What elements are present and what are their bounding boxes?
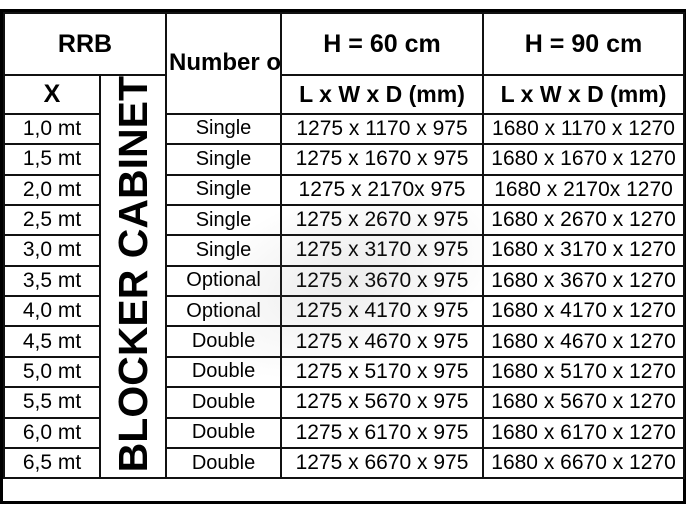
pistons-value: Double	[165, 355, 283, 389]
h90-dims: 1680 x 5170 x 1270	[482, 355, 686, 389]
x-value: 4,5 mt	[3, 325, 101, 358]
header-dims-h60: L x W x D (mm)	[280, 74, 485, 115]
header-h60: H = 60 cm	[280, 12, 485, 76]
table-row: 3,0 mt Single 1275 x 3170 x 975 1680 x 3…	[3, 234, 686, 267]
h90-dims: 1680 x 2670 x 1270	[482, 203, 686, 237]
table-row: 4,5 mt Double 1275 x 4670 x 975 1680 x 4…	[3, 325, 686, 358]
table-row: 1,0 mt Single 1275 x 1170 x 975 1680 x 1…	[3, 112, 686, 146]
x-value: 1,5 mt	[3, 143, 101, 176]
h60-dims: 1275 x 5170 x 975	[280, 355, 485, 389]
h90-dims: 1680 x 2170x 1270	[482, 173, 686, 206]
x-value: 1,0 mt	[3, 112, 101, 146]
table-row: 2,0 mt Single 1275 x 2170x 975 1680 x 21…	[3, 173, 686, 206]
pistons-value: Double	[165, 446, 283, 480]
x-value: 3,5 mt	[3, 264, 101, 298]
h90-dims: 1680 x 3670 x 1270	[482, 264, 686, 298]
table-frame: RRB Number of Pistons H = 60 cm H = 90 c…	[0, 9, 686, 504]
h90-dims: 1680 x 1170 x 1270	[482, 112, 686, 146]
h90-dims: 1680 x 4670 x 1270	[482, 325, 686, 358]
table-row: 5,5 mt Double 1275 x 5670 x 975 1680 x 5…	[3, 386, 686, 419]
x-value: 6,0 mt	[3, 416, 101, 449]
h60-dims: 1275 x 4670 x 975	[280, 325, 485, 358]
h60-dims: 1275 x 1170 x 975	[280, 112, 485, 146]
x-value: 5,5 mt	[3, 386, 101, 419]
pistons-value: Double	[165, 386, 283, 419]
h90-dims: 1680 x 3170 x 1270	[482, 234, 686, 267]
x-value: 2,0 mt	[3, 173, 101, 206]
h90-dims: 1680 x 6670 x 1270	[482, 446, 686, 480]
pistons-value: Double	[165, 325, 283, 358]
h90-dims: 1680 x 5670 x 1270	[482, 386, 686, 419]
blocker-cabinet-size-table: RRB Number of Pistons H = 60 cm H = 90 c…	[2, 12, 686, 480]
h60-dims: 1275 x 5670 x 975	[280, 386, 485, 419]
header-dims-h90: L x W x D (mm)	[482, 74, 686, 115]
h90-dims: 1680 x 4170 x 1270	[482, 294, 686, 328]
h90-dims: 1680 x 6170 x 1270	[482, 416, 686, 449]
h60-dims: 1275 x 3170 x 975	[280, 234, 485, 267]
table-row: 1,5 mt Single 1275 x 1670 x 975 1680 x 1…	[3, 143, 686, 176]
pistons-value: Single	[165, 112, 283, 146]
pistons-value: Optional	[165, 294, 283, 328]
x-value: 2,5 mt	[3, 203, 101, 237]
h60-dims: 1275 x 6670 x 975	[280, 446, 485, 480]
table-row: 6,5 mt Double 1275 x 6670 x 975 1680 x 6…	[3, 446, 686, 480]
table-row: 2,5 mt Single 1275 x 2670 x 975 1680 x 2…	[3, 203, 686, 237]
x-value: 6,5 mt	[3, 446, 101, 480]
x-value: 4,0 mt	[3, 294, 101, 328]
x-value: 5,0 mt	[3, 355, 101, 389]
header-x: X	[3, 74, 101, 115]
header-rrb: RRB	[2, 12, 168, 76]
table-row: 4,0 mt Optional 1275 x 4170 x 975 1680 x…	[3, 294, 686, 328]
h60-dims: 1275 x 6170 x 975	[280, 416, 485, 449]
pistons-value: Double	[165, 416, 283, 449]
pistons-value: Single	[165, 143, 283, 176]
pistons-value: Single	[165, 203, 283, 237]
header-number-of-pistons: Number of Pistons	[165, 12, 283, 115]
x-value: 3,0 mt	[3, 234, 101, 267]
cabinet-column: BLOCKER CABINET	[98, 73, 168, 480]
h60-dims: 1275 x 1670 x 975	[280, 143, 485, 176]
pistons-value: Optional	[165, 264, 283, 298]
h60-dims: 1275 x 2670 x 975	[280, 203, 485, 237]
h60-dims: 1275 x 2170x 975	[280, 173, 485, 206]
pistons-value: Single	[165, 173, 283, 206]
h60-dims: 1275 x 4170 x 975	[280, 294, 485, 328]
table-row: 3,5 mt Optional 1275 x 3670 x 975 1680 x…	[3, 264, 686, 298]
header-h90: H = 90 cm	[482, 12, 686, 76]
blocker-cabinet-label: BLOCKER CABINET	[109, 76, 156, 473]
h90-dims: 1680 x 1670 x 1270	[482, 143, 686, 176]
table-row: 6,0 mt Double 1275 x 6170 x 975 1680 x 6…	[3, 416, 686, 449]
table-row: 5,0 mt Double 1275 x 5170 x 975 1680 x 5…	[3, 355, 686, 389]
h60-dims: 1275 x 3670 x 975	[280, 264, 485, 298]
pistons-value: Single	[165, 234, 283, 267]
